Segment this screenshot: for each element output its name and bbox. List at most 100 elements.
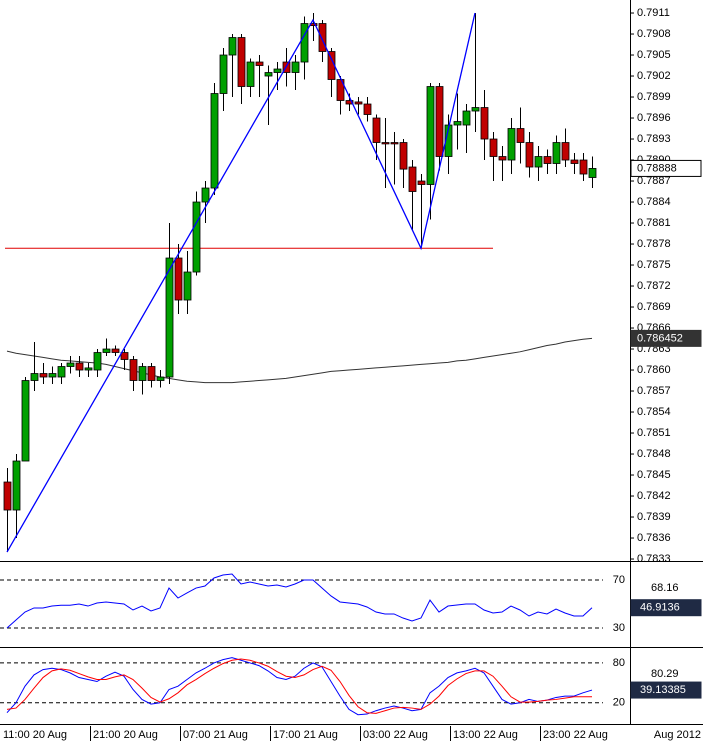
candle-body (489, 138, 498, 157)
candle-body (3, 481, 12, 511)
candle-body (102, 348, 111, 353)
candle-body (372, 117, 381, 143)
corner-label: 68.16 (651, 582, 679, 594)
candle-body (570, 159, 579, 164)
x-tick-label: 03:00 22 Aug (363, 729, 428, 741)
y-tick-label: 20 (613, 697, 625, 709)
candle-body (552, 142, 561, 164)
moving-average (6, 337, 593, 384)
candle-body (453, 121, 462, 126)
candle-body (516, 128, 525, 143)
x-tick-label: 13:00 22 Aug (453, 729, 518, 741)
value-box-label: 39.13385 (640, 684, 686, 696)
zigzag-line (6, 12, 476, 553)
ma-box-label: 0.786452 (637, 332, 683, 344)
candle-body (210, 93, 219, 189)
x-tick-label: 21:00 20 Aug (93, 729, 158, 741)
y-tick-label: 70 (613, 574, 625, 586)
candle-body (192, 201, 201, 273)
x-corner-label: Aug 2012 (654, 729, 701, 741)
candle-body (39, 373, 48, 378)
y-tick-label: 0.7857 (637, 385, 671, 397)
y-tick-label: 0.7878 (637, 238, 671, 250)
candle-body (444, 124, 453, 157)
candle-body (111, 348, 120, 353)
y-tick-label: 0.7911 (637, 7, 670, 19)
candle-body (165, 257, 174, 378)
y-tick-label: 0.7869 (637, 301, 671, 313)
candle-body (525, 142, 534, 168)
y-tick-label: 0.7887 (637, 175, 671, 187)
candle-body (435, 86, 444, 157)
candle-body (75, 362, 84, 371)
y-tick-label: 0.7908 (637, 28, 671, 40)
y-tick-label: 80 (613, 657, 625, 669)
candle-body (408, 166, 417, 192)
candle-body (219, 54, 228, 94)
candle-body (462, 110, 471, 126)
candle-body (21, 380, 30, 462)
candle-body (138, 366, 147, 381)
y-tick-label: 0.7842 (637, 490, 671, 502)
candle-body (273, 68, 282, 73)
candle-body (579, 159, 588, 175)
candle-body (93, 352, 102, 371)
value-box (630, 681, 702, 699)
candle-body (561, 142, 570, 161)
candle-body (543, 156, 552, 164)
y-tick-label: 0.7860 (637, 364, 671, 376)
candle-body (264, 72, 273, 77)
candle-body (183, 271, 192, 301)
price-box-label: 0.78888 (637, 162, 677, 174)
candle-body (12, 460, 21, 511)
y-tick-label: 0.7848 (637, 448, 671, 460)
x-tick-label: 11:00 20 Aug (3, 729, 67, 741)
candle-body (498, 156, 507, 161)
candle-body (417, 180, 426, 185)
y-tick-label: 0.7836 (637, 532, 671, 544)
y-tick-label: 0.7893 (637, 133, 671, 145)
candle-body (534, 156, 543, 168)
candle-body (345, 100, 354, 105)
x-tick-label: 17:00 21 Aug (273, 729, 338, 741)
y-tick-label: 0.7896 (637, 112, 671, 124)
y-tick-label: 0.7839 (637, 511, 671, 523)
candle-body (30, 373, 39, 381)
y-tick-label: 0.7854 (637, 406, 671, 418)
y-tick-label: 0.7833 (637, 553, 671, 565)
indicator-line (6, 573, 593, 629)
y-tick-label: 0.7902 (637, 70, 671, 82)
price-box (630, 159, 702, 177)
candle-body (228, 37, 237, 56)
ma-box (630, 329, 702, 347)
candle-body (237, 37, 246, 87)
y-tick-label: 0.7845 (637, 469, 671, 481)
candle-body (471, 107, 480, 112)
y-tick-label: 0.7881 (637, 217, 671, 229)
candle-body (120, 352, 129, 360)
value-box-label: 46.9136 (640, 602, 680, 614)
candle-body (390, 142, 399, 145)
candle-body (156, 376, 165, 381)
candle-body (255, 61, 264, 66)
corner-label: 80.29 (651, 668, 679, 680)
candle-body (426, 86, 435, 185)
candle-body (291, 61, 300, 73)
candle-body (174, 257, 183, 301)
candle-body (363, 103, 372, 115)
candle-body (381, 142, 390, 145)
candle-body (84, 367, 93, 371)
candle-body (318, 23, 327, 52)
candle-body (48, 373, 57, 378)
candle-body (57, 366, 66, 378)
candle-body (354, 101, 363, 105)
x-tick-label: 07:00 21 Aug (183, 729, 248, 741)
candle-body (66, 362, 75, 367)
candle-body (147, 366, 156, 381)
candle-body (201, 187, 210, 203)
candle-body (507, 128, 516, 161)
candle-body (246, 61, 255, 87)
y-tick-label: 0.7851 (637, 427, 671, 439)
candle-body (480, 107, 489, 140)
